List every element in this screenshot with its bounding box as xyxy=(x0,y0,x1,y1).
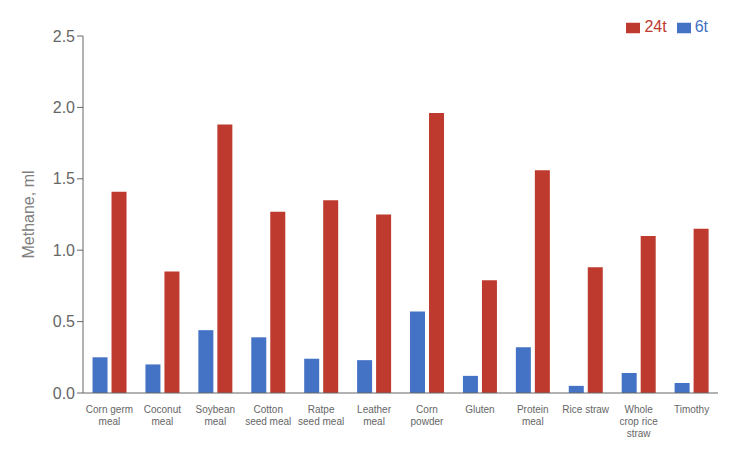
svg-text:Timothy: Timothy xyxy=(674,404,709,415)
svg-text:1.0: 1.0 xyxy=(53,242,75,259)
svg-text:Proteinmeal: Proteinmeal xyxy=(517,404,549,427)
svg-text:2.5: 2.5 xyxy=(53,28,75,45)
svg-text:Rice straw: Rice straw xyxy=(562,404,609,415)
html-text:6t: 6t xyxy=(694,18,708,35)
svg-text:0.5: 0.5 xyxy=(53,313,75,330)
svg-text:0.0: 0.0 xyxy=(53,385,75,402)
svg-text:Cornpowder: Cornpowder xyxy=(411,404,444,427)
svg-text:Leathermeal: Leathermeal xyxy=(357,404,392,427)
svg-text:Corn germmeal: Corn germmeal xyxy=(86,404,133,427)
svg-text:Gluten: Gluten xyxy=(465,404,494,415)
svg-text:2.0: 2.0 xyxy=(53,99,75,116)
svg-text:Wholecrop ricestraw: Wholecrop ricestraw xyxy=(619,404,658,439)
svg-text:Soybeanmeal: Soybeanmeal xyxy=(196,404,235,427)
svg-text:1.5: 1.5 xyxy=(53,170,75,187)
svg-text:Cottonseed meal: Cottonseed meal xyxy=(245,404,291,427)
svg-text:Methane, ml: Methane, ml xyxy=(20,170,37,258)
svg-text:Coconutmeal: Coconutmeal xyxy=(144,404,181,427)
html-text:24t: 24t xyxy=(644,18,667,35)
svg-text:Ratpeseed meal: Ratpeseed meal xyxy=(298,404,344,427)
